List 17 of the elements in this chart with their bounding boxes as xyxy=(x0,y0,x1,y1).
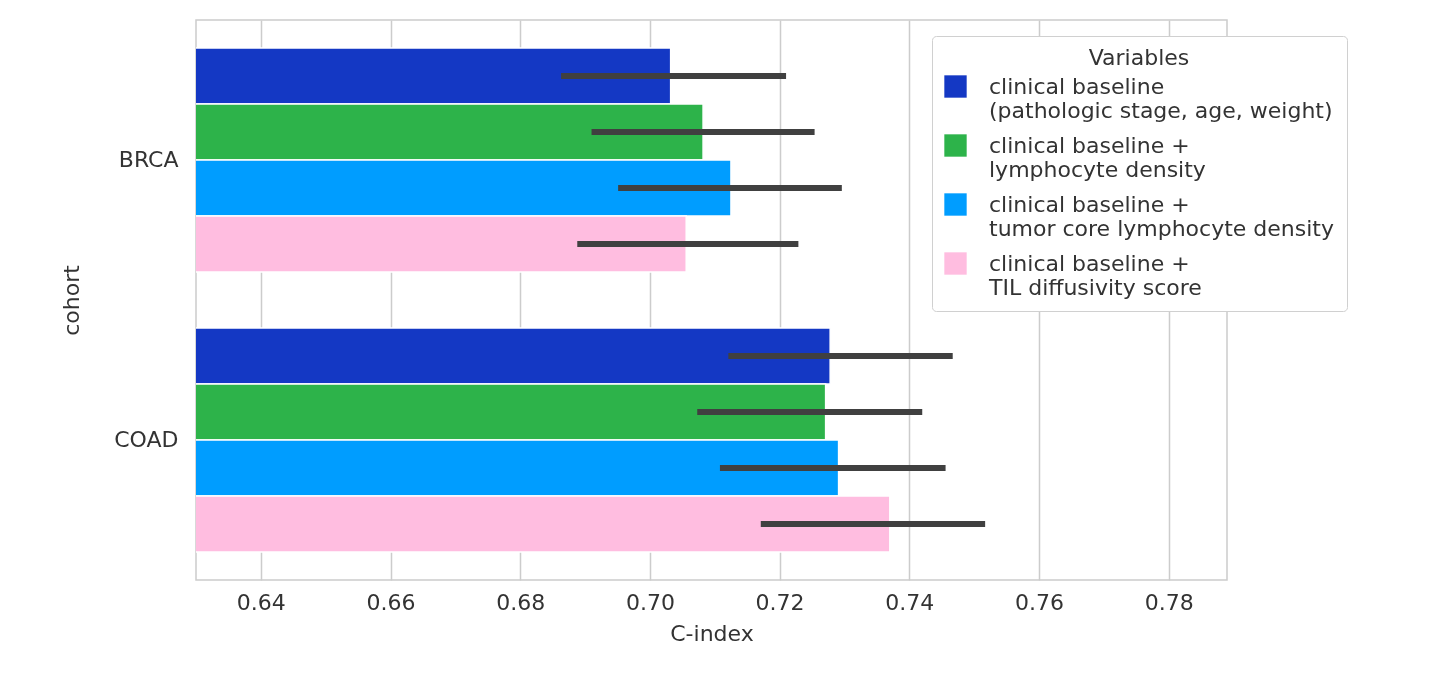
y-tick-label: BRCA xyxy=(118,147,179,172)
x-tick-label: 0.68 xyxy=(496,589,546,615)
legend-label: clinical baseline + tumor core lymphocyte density xyxy=(989,191,1335,241)
x-tick-label: 0.76 xyxy=(1014,589,1064,615)
legend-label: clinical baseline (pathologic stage, age, weight) xyxy=(989,73,1333,123)
legend-title: Variables xyxy=(1088,45,1190,70)
x-tick-label: 0.66 xyxy=(366,589,416,615)
x-tick-label: 0.74 xyxy=(885,589,935,615)
y-tick-label: COAD xyxy=(114,427,179,452)
legend-label: clinical baseline + lymphocyte density xyxy=(989,132,1206,182)
x-tick-label: 0.64 xyxy=(236,589,286,615)
x-tick-label: 0.70 xyxy=(625,589,675,615)
x-tick-label: 0.72 xyxy=(755,589,805,615)
y-axis-title: cohort xyxy=(59,264,85,336)
legend-label: clinical baseline + TIL diffusivity score xyxy=(988,250,1202,300)
x-tick-label: 0.78 xyxy=(1144,589,1194,615)
x-axis-title: C-index xyxy=(670,620,754,646)
